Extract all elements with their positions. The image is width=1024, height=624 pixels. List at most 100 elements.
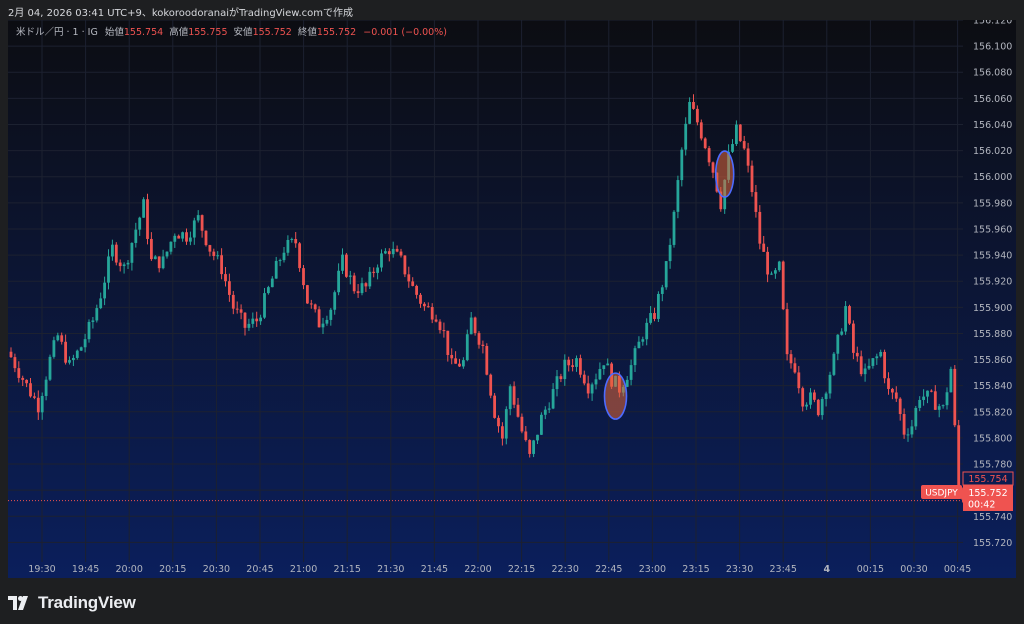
candle-body — [251, 318, 255, 324]
candle-body — [645, 322, 649, 340]
candle-body — [267, 287, 270, 294]
candle-body — [653, 313, 656, 319]
candle-body — [579, 358, 582, 375]
legend-open: 155.754 — [124, 27, 163, 38]
candle-body — [680, 149, 684, 181]
candle-body — [21, 377, 25, 380]
candle-body — [95, 308, 99, 321]
candle-body — [40, 395, 44, 413]
candle-body — [926, 390, 929, 397]
candle-body — [473, 317, 477, 334]
candle-body — [504, 409, 508, 439]
candle-body — [567, 359, 571, 366]
candle-body — [918, 399, 922, 408]
candle-body — [352, 275, 356, 292]
legend-high-label: 高値 — [169, 26, 189, 38]
candle-body — [177, 235, 181, 239]
candle-body — [559, 376, 563, 380]
legend-line: 米ドル／円 · 1 · IG 始値155.754 高値155.755 安値155… — [16, 26, 447, 38]
price-tick-label: 155.960 — [973, 224, 1012, 235]
time-tick-label: 21:45 — [421, 564, 448, 575]
candle-body — [282, 252, 286, 261]
candle-body — [953, 368, 957, 426]
candle-body — [543, 409, 547, 415]
candle-body — [520, 416, 524, 432]
candle-body — [758, 211, 762, 244]
candle-series — [9, 94, 968, 506]
highlight-ellipse — [714, 150, 735, 198]
candle-body — [649, 313, 652, 323]
candlestick-chart[interactable]: 155.720155.740155.760155.780155.800155.8… — [8, 20, 1016, 578]
price-tick-label: 156.100 — [973, 42, 1012, 53]
candle-body — [13, 357, 17, 369]
candle-body — [235, 308, 239, 310]
candle-body — [863, 368, 867, 375]
candle-body — [735, 124, 738, 145]
candle-body — [122, 264, 126, 267]
price-tick-label: 155.880 — [973, 329, 1012, 340]
candle-body — [426, 306, 430, 308]
candle-body — [364, 283, 368, 287]
candle-body — [497, 417, 500, 427]
price-axis[interactable]: 155.720155.740155.760155.780155.800155.8… — [973, 20, 1012, 549]
candle-body — [657, 293, 660, 319]
candle-body — [298, 243, 301, 269]
candle-body — [528, 440, 532, 454]
candle-body — [770, 273, 773, 275]
time-tick-label: 23:00 — [639, 564, 666, 575]
time-tick-label: 22:45 — [595, 564, 622, 575]
legend-high: 155.755 — [188, 27, 227, 38]
time-axis[interactable]: 19:30 19:45 20:00 20:15 20:30 20:45 21:00 21:15… — [28, 564, 971, 575]
bar-countdown: 00:42 — [968, 500, 995, 511]
candle-body — [243, 312, 247, 328]
chart-area[interactable]: 155.720155.740155.760155.780155.800155.8… — [8, 20, 1016, 578]
candle-body — [684, 123, 688, 150]
candle-body — [477, 333, 481, 345]
candle-body — [692, 101, 695, 109]
candle-body — [345, 254, 348, 277]
candle-body — [376, 267, 379, 273]
price-tick-label: 155.980 — [973, 198, 1012, 209]
candle-body — [185, 232, 188, 242]
time-tick-label: 00:15 — [857, 564, 884, 575]
highlight-annotations — [603, 150, 735, 420]
tradingview-logo[interactable]: TradingView — [8, 593, 136, 613]
candle-body — [887, 378, 890, 389]
candle-body — [204, 230, 208, 246]
candle-body — [169, 241, 173, 252]
price-tick-label: 155.780 — [973, 460, 1012, 471]
candle-body — [411, 281, 415, 286]
time-tick-label: 21:30 — [377, 564, 404, 575]
candle-body — [317, 309, 321, 328]
candle-body — [384, 251, 387, 254]
candle-body — [372, 271, 376, 273]
candle-body — [961, 489, 964, 500]
candle-body — [688, 101, 691, 124]
candle-body — [399, 251, 403, 256]
candle-body — [181, 232, 184, 239]
candle-body — [469, 317, 473, 335]
candle-body — [910, 426, 914, 435]
candle-body — [813, 392, 816, 400]
candle-body — [485, 345, 489, 375]
candle-body — [590, 384, 594, 394]
candle-body — [532, 440, 535, 454]
candle-body — [719, 191, 723, 210]
candle-body — [824, 393, 828, 400]
time-tick-label: 21:15 — [334, 564, 361, 575]
candle-body — [563, 359, 567, 380]
candle-body — [801, 388, 805, 407]
time-tick-label: 19:45 — [72, 564, 99, 575]
candle-body — [672, 211, 676, 245]
candle-body — [820, 399, 824, 416]
candle-body — [902, 414, 906, 435]
price-tick-label: 155.740 — [973, 512, 1012, 523]
candle-body — [711, 162, 715, 173]
time-tick-label: 23:30 — [726, 564, 753, 575]
candle-body — [458, 363, 461, 367]
candle-body — [641, 339, 645, 342]
last-price-badge-box — [963, 485, 1013, 511]
candle-body — [481, 344, 485, 346]
price-tick-label: 155.900 — [973, 303, 1012, 314]
candle-body — [493, 395, 496, 418]
